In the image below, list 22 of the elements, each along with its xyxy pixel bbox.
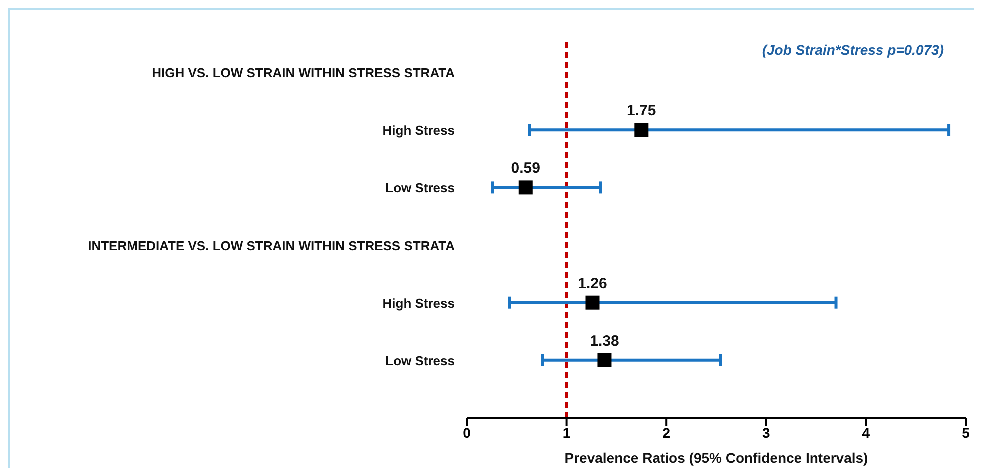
data-label: 0.59 bbox=[511, 160, 540, 178]
data-label: 1.75 bbox=[627, 102, 656, 120]
point bbox=[518, 180, 533, 195]
x-tick-label: 5 bbox=[962, 424, 970, 441]
point bbox=[586, 296, 600, 310]
y-tick-label: INTERMEDIATE VS. LOW STRAIN WITHIN STRESS STRATA bbox=[88, 238, 456, 254]
x-tick-label: 2 bbox=[662, 424, 671, 441]
annotation: (Job Strain*Stress p=0.073) bbox=[762, 42, 944, 58]
point bbox=[598, 353, 612, 368]
y-tick-label: High Stress bbox=[382, 123, 455, 138]
y-tick-label: High Stress bbox=[382, 296, 455, 311]
y-tick-label: Low Stress bbox=[386, 353, 455, 368]
data-label: 1.38 bbox=[590, 332, 620, 350]
x-tick-label: 0 bbox=[463, 424, 472, 441]
y-tick-label: Low Stress bbox=[386, 180, 455, 196]
data-label: 1.26 bbox=[578, 275, 608, 292]
y-tick-label: HIGH VS. LOW STRAIN WITHIN STRESS STRATA bbox=[152, 66, 456, 81]
x-tick-label: 3 bbox=[762, 424, 770, 441]
x-tick-label: 1 bbox=[562, 424, 571, 441]
point bbox=[634, 123, 649, 138]
x-tick-label: 4 bbox=[862, 424, 870, 441]
x-axis-title: Prevalence Ratios (95% Confidence Intervals) bbox=[564, 450, 870, 466]
